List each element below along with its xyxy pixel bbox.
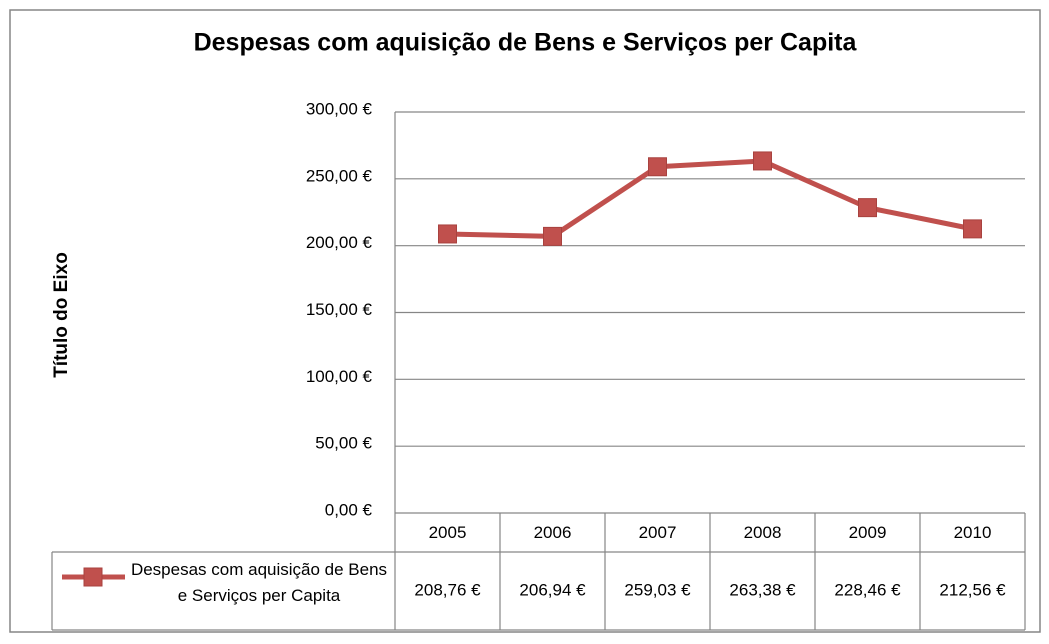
- y-tick-label: 250,00 €: [306, 166, 373, 185]
- x-tick-label: 2010: [954, 523, 992, 542]
- y-tick-label: 150,00 €: [306, 300, 373, 319]
- y-tick-label: 100,00 €: [306, 367, 373, 386]
- y-tick-label: 300,00 €: [306, 99, 373, 118]
- marker: [858, 198, 877, 218]
- y-tick-label: 200,00 €: [306, 233, 373, 252]
- x-tick-label: 2007: [639, 523, 677, 542]
- series-line: [447, 158, 973, 239]
- marker: [438, 224, 457, 244]
- table-value: 208,76 €: [414, 580, 481, 599]
- table-value: 263,38 €: [729, 580, 796, 599]
- legend-marker: [83, 567, 103, 587]
- table-value: 212,56 €: [939, 580, 1006, 599]
- y-axis-title: Título do Eixo: [51, 252, 72, 378]
- marker: [963, 219, 982, 239]
- legend-label: Despesas com aquisição de Bens e Serviço…: [130, 560, 388, 605]
- chart-title: Despesas com aquisição de Bens e Serviço…: [194, 29, 858, 57]
- x-tick-label: 2009: [849, 523, 887, 542]
- x-tick-label: 2006: [534, 523, 572, 542]
- marker: [753, 151, 772, 171]
- chart-border: [9, 9, 1041, 633]
- marker: [543, 226, 562, 246]
- table-value: 206,94 €: [519, 580, 586, 599]
- table-value: 259,03 €: [624, 580, 691, 599]
- x-tick-label: 2005: [429, 523, 467, 542]
- x-tick-label: 2008: [744, 523, 782, 542]
- y-tick-label: 50,00 €: [315, 434, 372, 453]
- y-tick-label: 0,00 €: [325, 500, 373, 519]
- table-value: 228,46 €: [834, 580, 901, 599]
- marker: [648, 157, 667, 177]
